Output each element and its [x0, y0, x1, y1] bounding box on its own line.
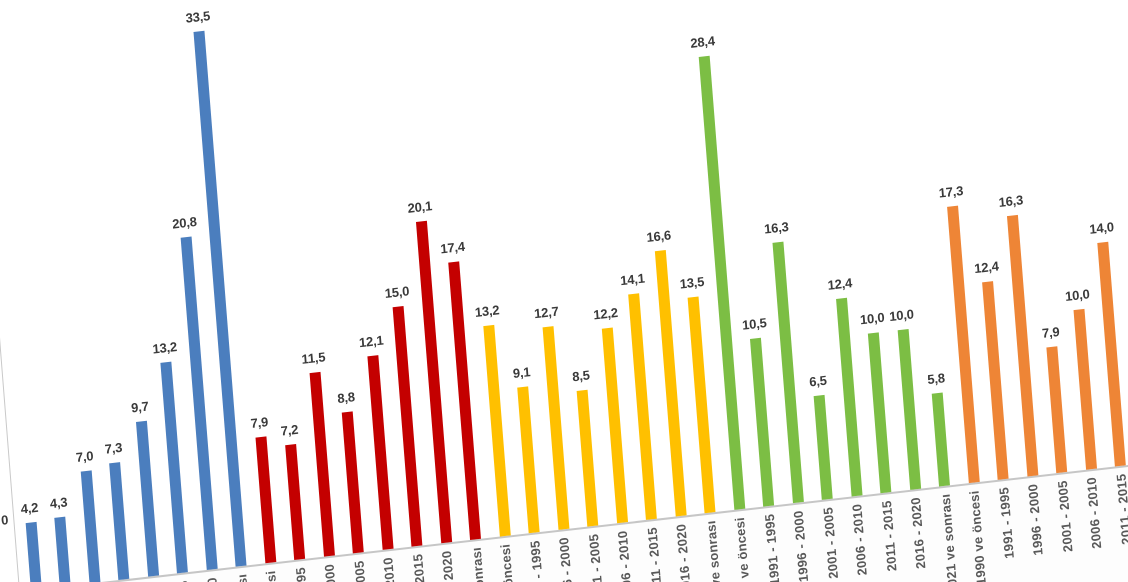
bar-value-label: 14,1 [619, 270, 646, 289]
bar-blue-7 [180, 236, 218, 571]
bar-yellow-2 [517, 386, 540, 534]
bar-green-8 [931, 392, 950, 487]
bar-value-label: 10,0 [888, 306, 915, 325]
bar-yellow-4 [576, 389, 599, 527]
bar-blue-2 [54, 516, 71, 582]
bar-green-3 [771, 241, 804, 504]
bar-blue-4 [109, 462, 130, 581]
bar-value-label: 7,3 [104, 439, 123, 457]
bar-blue-5 [135, 420, 159, 577]
bar-value-label: 15,0 [384, 283, 410, 302]
bar-value-label: 20,8 [171, 213, 198, 232]
bar-value-label: 13,5 [679, 273, 705, 292]
bar-orange-5 [1073, 308, 1097, 470]
bar-value-label: 12,4 [827, 275, 853, 293]
bar-value-label: 14,0 [1088, 219, 1115, 237]
bar-green-7 [897, 329, 921, 490]
bar-value-label: 5,8 [926, 370, 946, 388]
bar-orange-2 [982, 281, 1009, 480]
bar-value-label: 9,1 [512, 364, 531, 382]
bar-value-label: 10,0 [1064, 286, 1091, 305]
bar-red-5 [366, 355, 394, 550]
bar-value-label: 12,1 [358, 332, 384, 351]
bar-green-2 [749, 337, 775, 507]
bar-red-2 [285, 444, 306, 561]
bar-value-label: 17,3 [938, 182, 964, 201]
bar-green-4 [813, 394, 833, 500]
bar-value-label: 13,2 [151, 338, 178, 357]
bar-yellow-3 [542, 326, 569, 530]
bar-value-label: 11,5 [300, 349, 326, 367]
bar-value-label: 12,4 [973, 258, 1000, 277]
bar-red-4 [341, 411, 364, 554]
bar-green-6 [867, 332, 892, 494]
bar-value-label: 12,7 [533, 303, 560, 322]
bar-yellow-8 [687, 296, 716, 514]
bar-value-label: 12,2 [592, 304, 619, 323]
bar-red-6 [392, 305, 423, 547]
bar-red-8 [448, 261, 481, 540]
bar-value-label: 28,4 [689, 33, 716, 51]
bar-value-label: 4,3 [49, 494, 68, 512]
bar-value-label: 16,6 [645, 227, 672, 246]
bar-value-label: 7,9 [1041, 323, 1060, 341]
bar-yellow-1 [482, 324, 511, 537]
bar-red-1 [254, 436, 276, 564]
bar-yellow-6 [628, 293, 657, 520]
y-axis-line [0, 27, 21, 582]
bar-blue-3 [80, 470, 100, 582]
bar-value-label: 33,5 [185, 8, 211, 26]
bar-value-label: 8,5 [571, 367, 591, 385]
bar-value-label: 10,5 [741, 315, 768, 333]
bar-orange-1 [946, 205, 980, 484]
bar-value-label: 8,8 [336, 389, 356, 407]
bar-orange-4 [1046, 346, 1068, 474]
bar-blue-1 [25, 521, 42, 582]
bar-value-label: 13,2 [474, 302, 500, 320]
bar-value-label: 17,4 [439, 238, 466, 257]
bar-yellow-5 [601, 327, 628, 524]
bar-value-label: 9,7 [130, 398, 150, 416]
bar-orange-6 [1097, 241, 1126, 467]
bar-value-label: 16,3 [998, 192, 1024, 210]
bar-value-label: 6,5 [808, 372, 828, 390]
bar-red-7 [415, 220, 452, 544]
bar-blue-6 [160, 361, 188, 574]
bar-value-label: 16,3 [763, 218, 790, 237]
bar-value-label: 20,1 [407, 198, 433, 216]
bar-orange-3 [1006, 214, 1038, 477]
